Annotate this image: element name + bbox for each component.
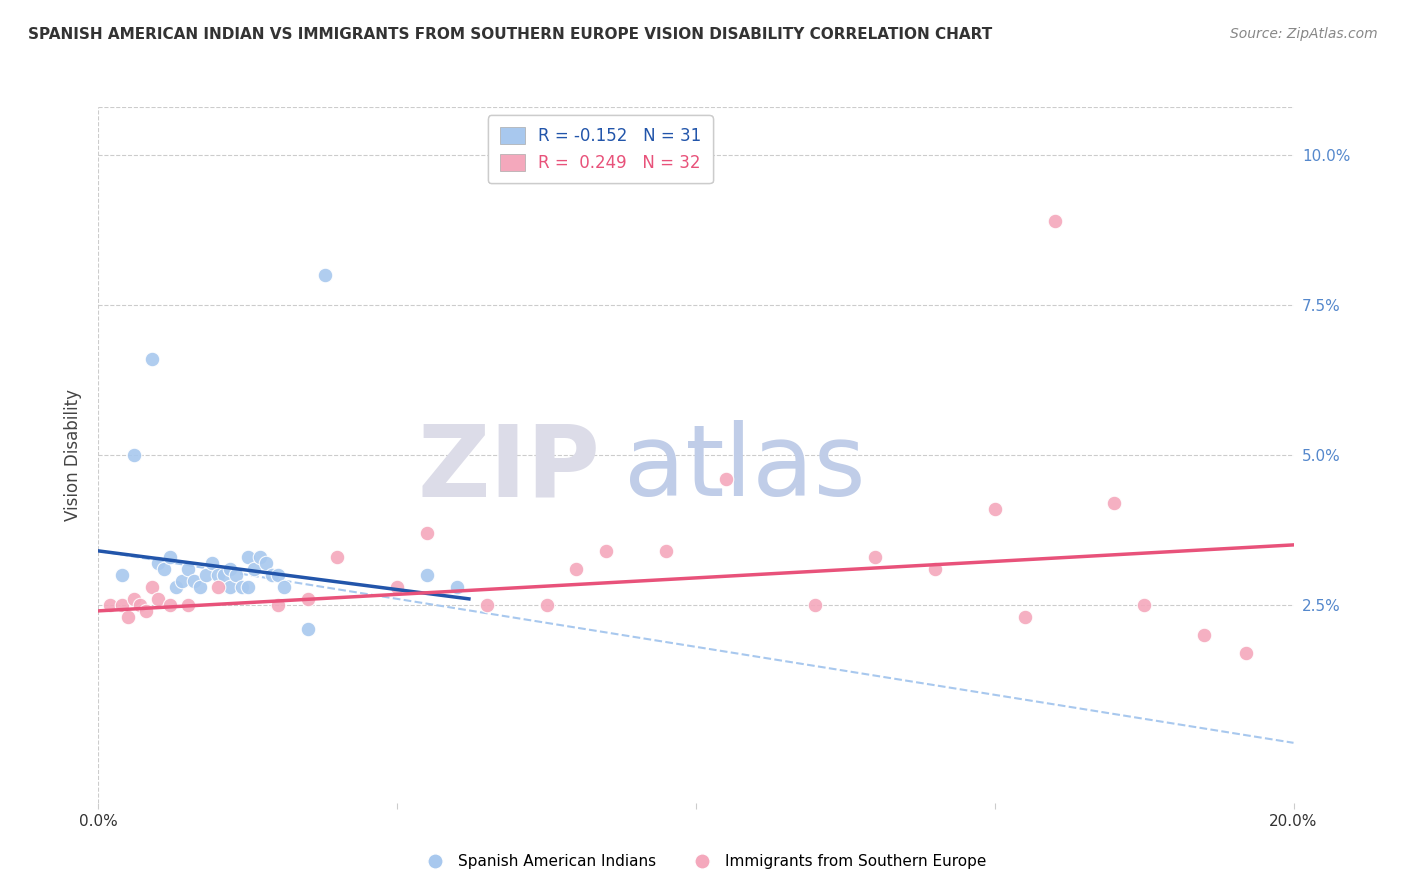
Y-axis label: Vision Disability: Vision Disability — [65, 389, 83, 521]
Point — [1043, 214, 1066, 228]
Text: ZIP: ZIP — [418, 420, 600, 517]
Point — [183, 574, 205, 588]
Point — [260, 567, 283, 582]
Point — [273, 580, 295, 594]
Point — [536, 598, 558, 612]
Point — [714, 472, 737, 486]
Point — [249, 549, 271, 564]
Point — [416, 525, 439, 540]
Text: SPANISH AMERICAN INDIAN VS IMMIGRANTS FROM SOUTHERN EUROPE VISION DISABILITY COR: SPANISH AMERICAN INDIAN VS IMMIGRANTS FR… — [28, 27, 993, 42]
Point — [1133, 598, 1156, 612]
Point — [172, 574, 194, 588]
Point — [165, 580, 187, 594]
Point — [124, 591, 146, 606]
Text: Source: ZipAtlas.com: Source: ZipAtlas.com — [1230, 27, 1378, 41]
Point — [111, 567, 134, 582]
Point — [219, 562, 242, 576]
Point — [124, 448, 146, 462]
Point — [141, 580, 163, 594]
Point — [207, 580, 229, 594]
Point — [153, 562, 176, 576]
Point — [111, 598, 134, 612]
Point — [1014, 610, 1036, 624]
Point — [148, 556, 170, 570]
Text: atlas: atlas — [624, 420, 866, 517]
Point — [865, 549, 887, 564]
Point — [243, 562, 266, 576]
Point — [267, 567, 290, 582]
Point — [326, 549, 349, 564]
Point — [129, 598, 152, 612]
Point — [267, 598, 290, 612]
Point — [236, 549, 259, 564]
Point — [1104, 496, 1126, 510]
Point — [254, 556, 277, 570]
Point — [141, 351, 163, 366]
Point — [297, 622, 319, 636]
Point — [148, 591, 170, 606]
Point — [655, 544, 678, 558]
Point — [315, 268, 337, 282]
Point — [595, 544, 617, 558]
Point — [207, 567, 229, 582]
Point — [188, 580, 211, 594]
Point — [231, 580, 253, 594]
Point — [1192, 628, 1215, 642]
Point — [924, 562, 946, 576]
Point — [159, 549, 181, 564]
Point — [446, 580, 468, 594]
Point — [135, 604, 157, 618]
Legend: R = -0.152   N = 31, R =  0.249   N = 32: R = -0.152 N = 31, R = 0.249 N = 32 — [488, 115, 713, 184]
Point — [201, 556, 224, 570]
Point — [100, 598, 122, 612]
Point — [159, 598, 181, 612]
Point — [212, 567, 235, 582]
Point — [1234, 646, 1257, 660]
Point — [177, 598, 200, 612]
Point — [475, 598, 498, 612]
Point — [236, 580, 259, 594]
Point — [297, 591, 319, 606]
Legend: Spanish American Indians, Immigrants from Southern Europe: Spanish American Indians, Immigrants fro… — [413, 848, 993, 875]
Point — [385, 580, 409, 594]
Point — [177, 562, 200, 576]
Point — [117, 610, 139, 624]
Point — [416, 567, 439, 582]
Point — [565, 562, 588, 576]
Point — [195, 567, 218, 582]
Point — [984, 502, 1007, 516]
Point — [225, 567, 247, 582]
Point — [219, 580, 242, 594]
Point — [804, 598, 827, 612]
